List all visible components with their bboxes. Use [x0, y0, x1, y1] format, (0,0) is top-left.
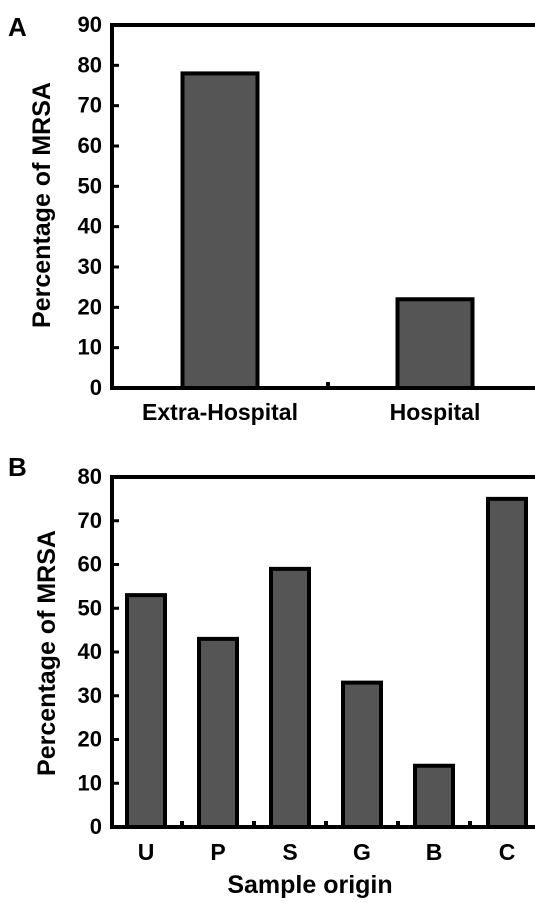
- panel-a-y-tick-label-90: 90: [78, 12, 102, 37]
- panel-a-y-tick-label-50: 50: [78, 173, 102, 198]
- panel-b-category-label-p: P: [210, 839, 225, 865]
- panel-b-x-axis-title: Sample origin: [227, 871, 392, 899]
- panel-a-y-tick-label-20: 20: [78, 294, 102, 319]
- panel-a-category-label-extra-hospital: Extra-Hospital: [142, 399, 298, 425]
- panel-a-y-axis-title: Percentage of MRSA: [28, 82, 56, 328]
- panel-a: A 0 10 20 30 40 50 60 70 80 90 Extra-Hospital Hospi…: [8, 12, 535, 425]
- panel-b-bar-b: [413, 763, 455, 829]
- panel-b-bar-g: [341, 680, 383, 829]
- panel-b-category-label-g: G: [353, 839, 371, 865]
- panel-b-y-tick-label-70: 70: [78, 508, 102, 533]
- panel-a-y-tick-label-60: 60: [78, 133, 102, 158]
- panel-b-y-tick-label-10: 10: [78, 770, 102, 795]
- panel-b-letter: B: [8, 452, 27, 482]
- panel-b-y-tick-label-50: 50: [78, 595, 102, 620]
- panel-b: B 0 10 20 30 40 50 60 70 80 U P S G B C Percentage of …: [8, 452, 535, 899]
- panel-b-plot: 0 10 20 30 40 50 60 70 80 U P S G B C: [78, 464, 535, 865]
- panel-a-y-tick-label-70: 70: [78, 93, 102, 118]
- panel-b-y-tick-label-0: 0: [90, 814, 102, 839]
- panel-a-y-tick-label-10: 10: [78, 335, 102, 360]
- panel-b-y-tick-label-30: 30: [78, 683, 102, 708]
- panel-b-y-axis-title: Percentage of MRSA: [33, 530, 61, 776]
- panel-a-bar-extra-hospital: [180, 71, 260, 391]
- panel-a-y-tick-label-80: 80: [78, 52, 102, 77]
- panel-b-y-tick-label-80: 80: [78, 464, 102, 489]
- panel-a-category-label-hospital: Hospital: [390, 399, 481, 425]
- panel-b-bar-s: [269, 566, 311, 829]
- panel-b-y-tick-label-40: 40: [78, 639, 102, 664]
- panel-b-category-label-u: U: [138, 839, 155, 865]
- panel-b-category-label-c: C: [499, 839, 516, 865]
- panel-a-y-tick-label-0: 0: [90, 375, 102, 400]
- panel-b-bar-p: [197, 636, 239, 829]
- panel-a-y-tick-label-30: 30: [78, 254, 102, 279]
- panel-a-letter: A: [8, 12, 27, 42]
- panel-b-bar-u: [125, 593, 167, 829]
- panel-b-bar-c: [486, 496, 528, 829]
- panel-b-y-tick-label-20: 20: [78, 727, 102, 752]
- panel-b-category-label-s: S: [282, 839, 297, 865]
- panel-b-y-tick-label-60: 60: [78, 552, 102, 577]
- panel-a-bar-hospital: [395, 297, 475, 390]
- panel-a-plot: 0 10 20 30 40 50 60 70 80 90 Extra-Hospital Hospita…: [78, 12, 535, 425]
- panel-b-category-label-b: B: [426, 839, 443, 865]
- panel-a-y-tick-label-40: 40: [78, 214, 102, 239]
